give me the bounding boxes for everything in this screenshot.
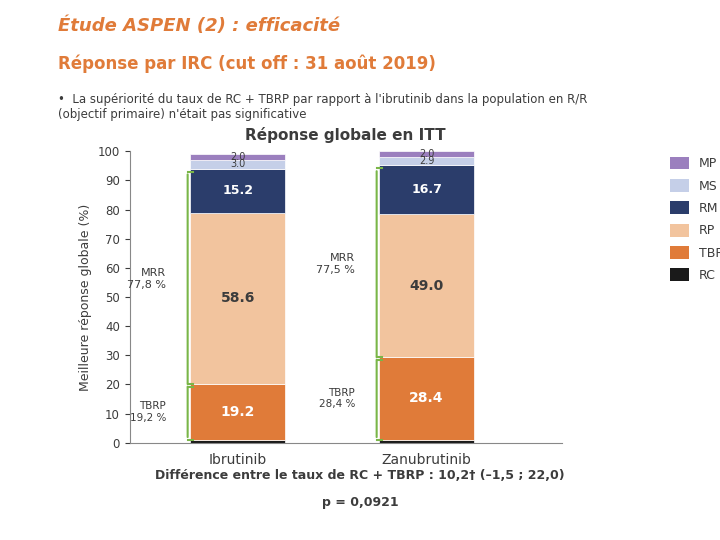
Title: Réponse globale en ITT: Réponse globale en ITT: [246, 127, 446, 143]
Text: 2.9: 2.9: [419, 156, 434, 166]
Y-axis label: Meilleure réponse globale (%): Meilleure réponse globale (%): [79, 204, 92, 390]
Text: 58.6: 58.6: [220, 292, 255, 306]
Text: 15.2: 15.2: [222, 184, 253, 197]
Text: 19.2: 19.2: [220, 405, 255, 419]
Bar: [379, 357, 474, 440]
Text: p = 0,0921: p = 0,0921: [322, 496, 398, 509]
Text: MRR
77,8 %: MRR 77,8 %: [127, 268, 166, 290]
Bar: [190, 154, 285, 160]
Bar: [190, 440, 285, 443]
Text: Différence entre le taux de RC + TBRP : 10,2† (–1,5 ; 22,0): Différence entre le taux de RC + TBRP : …: [156, 469, 564, 482]
Text: Étude ASPEN (2) : efficacité: Étude ASPEN (2) : efficacité: [58, 16, 340, 35]
Bar: [379, 157, 474, 165]
Text: Réponse par IRC (cut off : 31 août 2019): Réponse par IRC (cut off : 31 août 2019): [58, 54, 436, 73]
Text: MRR
77,5 %: MRR 77,5 %: [316, 253, 355, 275]
Text: TBRP
19,2 %: TBRP 19,2 %: [130, 401, 166, 423]
Bar: [379, 165, 474, 214]
Text: 2.0: 2.0: [230, 152, 246, 162]
Bar: [379, 214, 474, 357]
Text: 16.7: 16.7: [411, 184, 442, 197]
Text: 28.4: 28.4: [410, 392, 444, 406]
Text: TBRP
28,4 %: TBRP 28,4 %: [319, 388, 355, 409]
Bar: [379, 440, 474, 443]
Text: 2.0: 2.0: [419, 149, 434, 159]
Bar: [190, 384, 285, 440]
Bar: [190, 213, 285, 384]
Text: 49.0: 49.0: [410, 279, 444, 293]
Legend: MP, MS, RM, RP, TBRP, RC: MP, MS, RM, RP, TBRP, RC: [665, 152, 720, 287]
Text: •  La supériorité du taux de RC + TBRP par rapport à l'ibrutinib dans la populat: • La supériorité du taux de RC + TBRP pa…: [58, 93, 587, 122]
Text: 3.0: 3.0: [230, 159, 246, 170]
Bar: [190, 168, 285, 213]
Bar: [190, 160, 285, 168]
Bar: [379, 151, 474, 157]
